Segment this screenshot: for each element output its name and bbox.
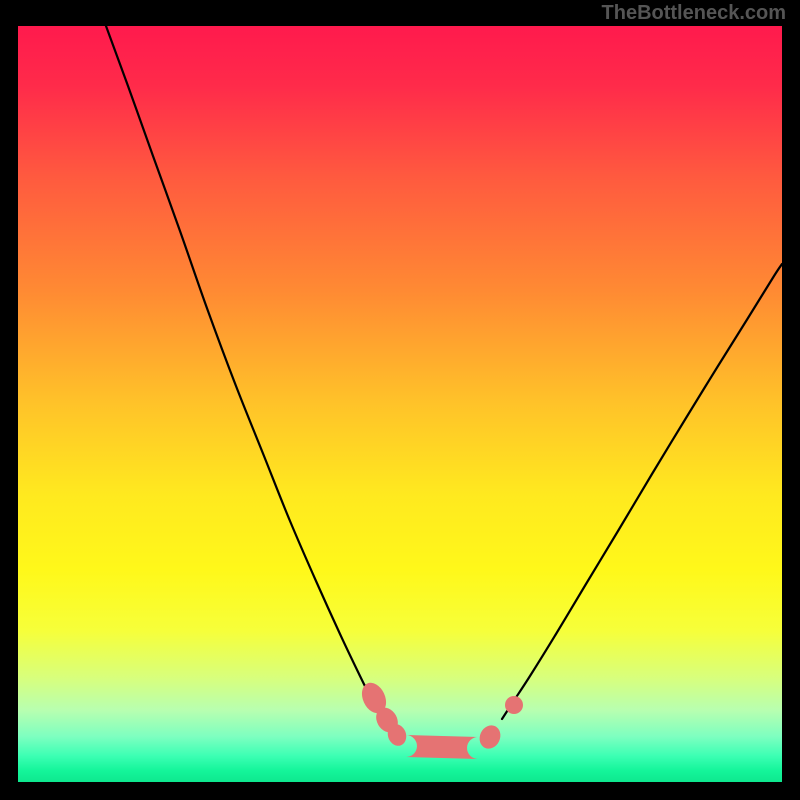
chart-plot-area — [18, 26, 782, 782]
markers-group — [357, 679, 523, 759]
bottleneck-curve-right — [502, 264, 782, 719]
bottleneck-curve-left — [106, 26, 382, 719]
marker-3 — [406, 735, 479, 759]
chart-svg — [18, 26, 782, 782]
marker-4 — [476, 722, 504, 752]
chart-outer-frame: TheBottleneck.com — [0, 0, 800, 800]
watermark-text: TheBottleneck.com — [602, 2, 786, 25]
marker-5 — [505, 696, 523, 714]
